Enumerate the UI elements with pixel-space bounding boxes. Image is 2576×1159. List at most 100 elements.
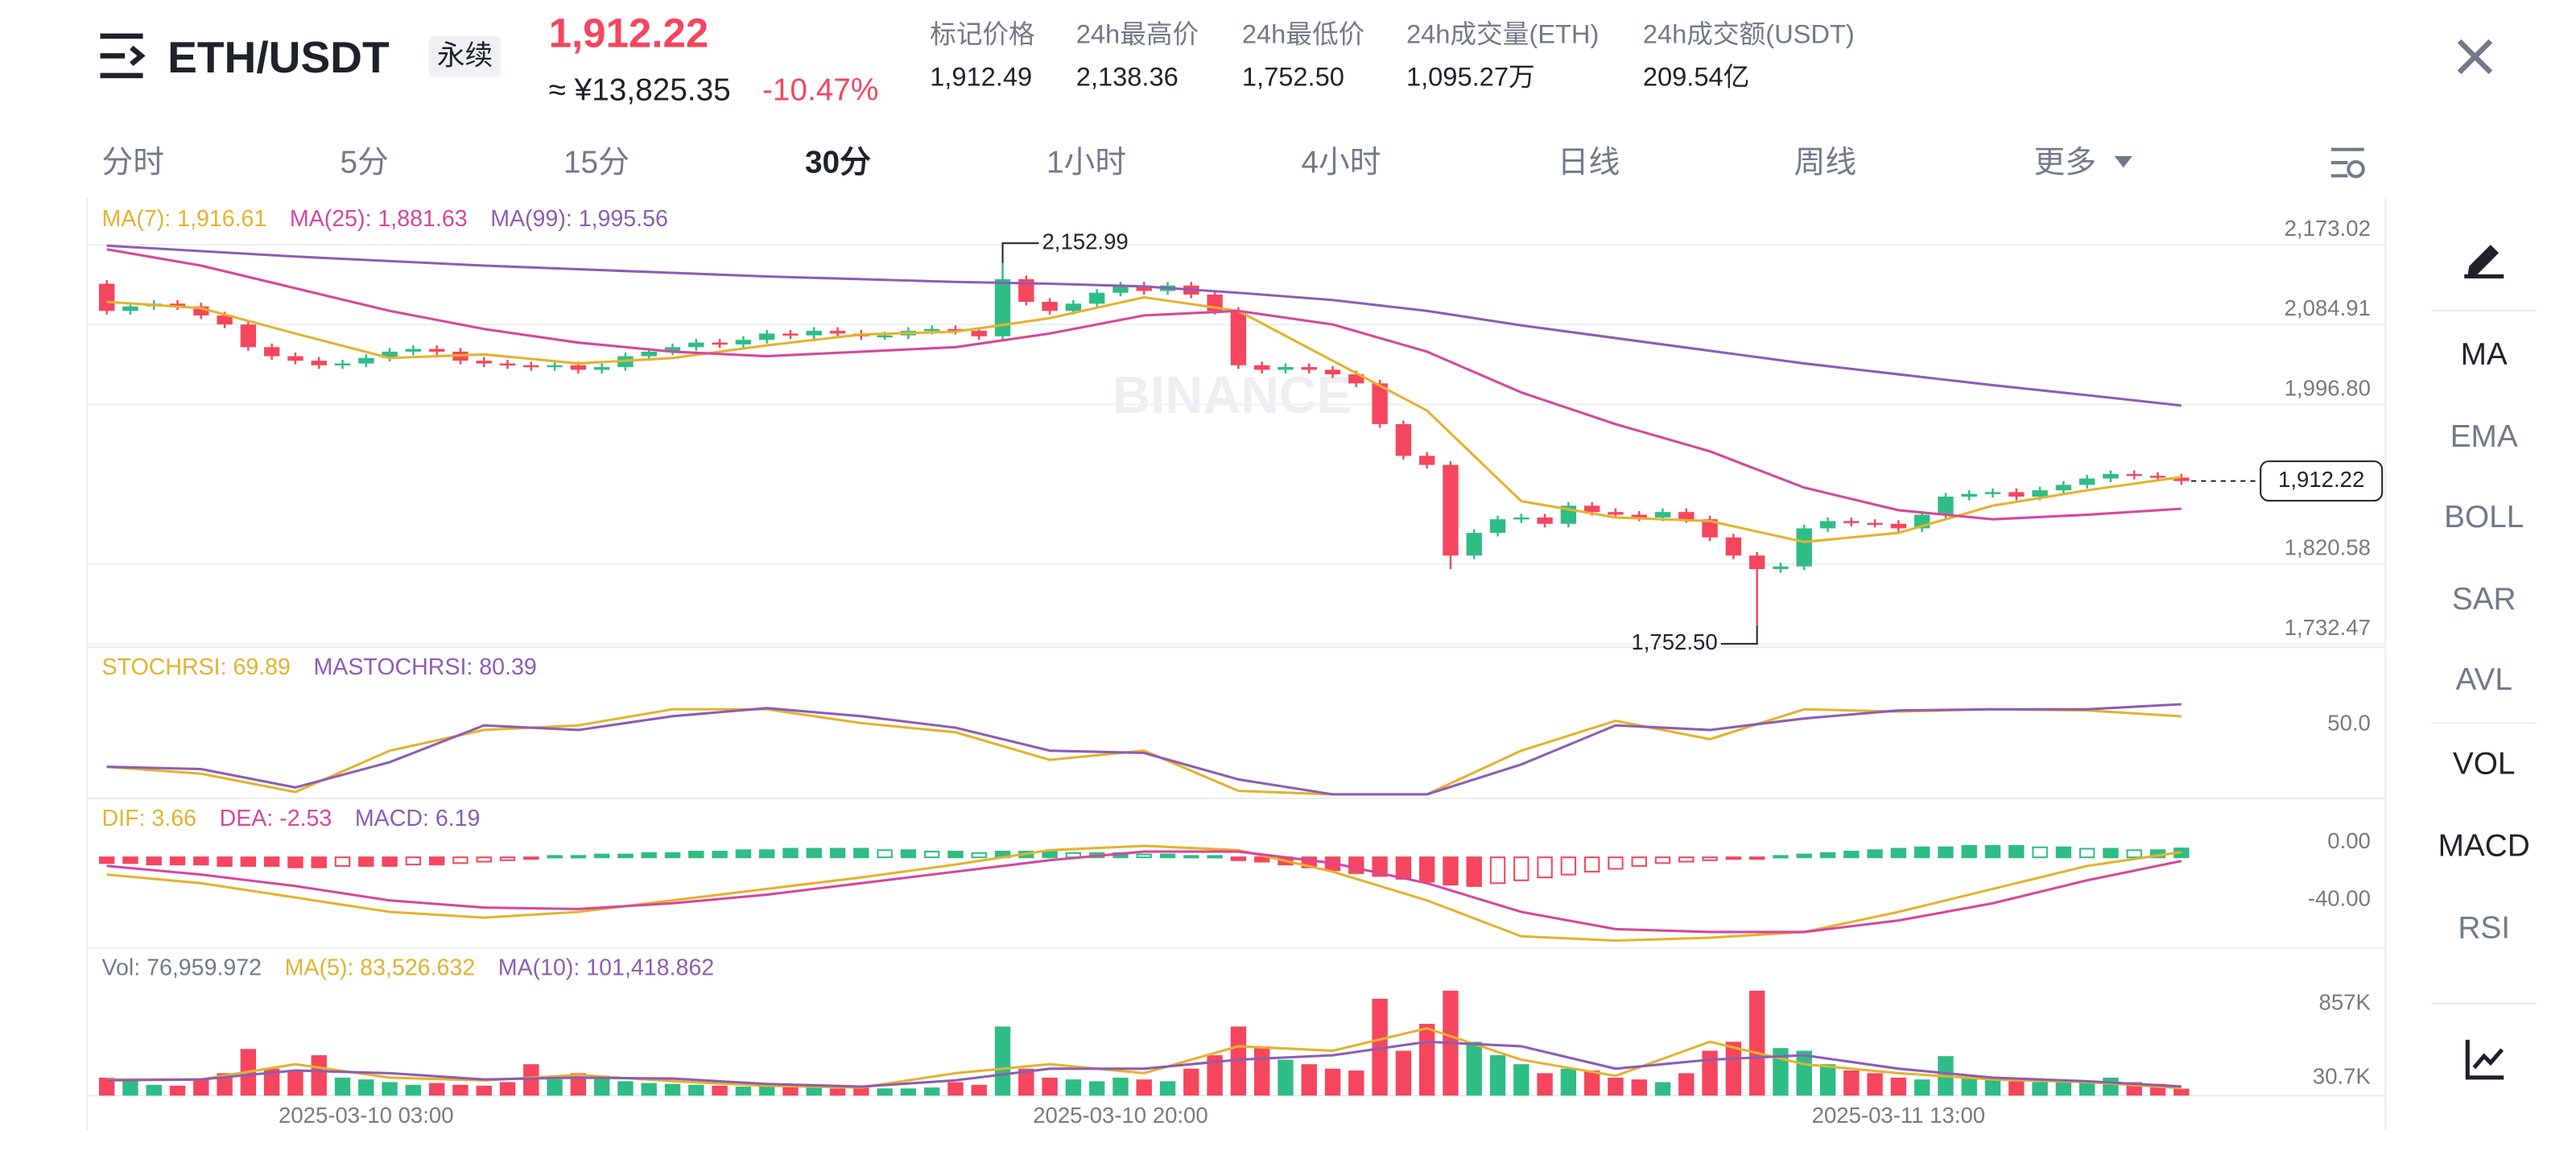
- interval-tab[interactable]: 分时: [102, 145, 165, 179]
- interval-tab[interactable]: 15分: [564, 145, 630, 179]
- macd-bar: [1230, 856, 1247, 861]
- chart-icon[interactable]: [2465, 1039, 2504, 1080]
- volume-bar: [1867, 1073, 1883, 1096]
- more-arrow[interactable]: [2114, 155, 2132, 168]
- volume-bar: [1136, 1079, 1152, 1096]
- interval-tab[interactable]: 日线: [1558, 145, 1620, 179]
- macd-bar: [193, 856, 209, 866]
- candle-body: [1324, 369, 1341, 375]
- indicator-button[interactable]: RSI: [2458, 910, 2510, 945]
- volume-bar: [1537, 1073, 1553, 1096]
- indicator-button[interactable]: MACD: [2438, 828, 2530, 863]
- volume-bar: [664, 1083, 681, 1096]
- macd-bar: [382, 856, 398, 867]
- indicator-button[interactable]: VOL: [2453, 746, 2516, 781]
- macd-bar: [2103, 848, 2119, 859]
- stat-label: 标记价格: [930, 19, 1035, 49]
- y-tick-label: 30.7K: [2313, 1064, 2372, 1089]
- volume-bar: [1466, 1041, 1482, 1096]
- volume-bar: [947, 1082, 964, 1096]
- volume-bar: [476, 1085, 492, 1096]
- y-tick-label: 2,084.91: [2285, 295, 2371, 320]
- candle-body: [287, 356, 303, 361]
- macd-bar: [900, 849, 917, 859]
- volume-bar: [1513, 1064, 1530, 1096]
- close-icon[interactable]: [2457, 39, 2493, 75]
- candle-body: [428, 349, 445, 352]
- macd-bar: [287, 856, 303, 868]
- candle-body: [499, 363, 516, 366]
- indicator-button[interactable]: MA: [2461, 337, 2508, 372]
- stat-label: 24h最低价: [1242, 19, 1364, 49]
- pencil-icon[interactable]: [2464, 245, 2504, 278]
- macd-bar: [1395, 856, 1412, 880]
- symbol[interactable]: ETH/USDT: [167, 32, 390, 82]
- volume-bar: [1230, 1026, 1247, 1096]
- interval-tab[interactable]: 4小时: [1301, 145, 1381, 179]
- macd-bar: [334, 856, 351, 867]
- volume-bar: [1395, 1050, 1412, 1096]
- settings-icon[interactable]: [2330, 147, 2365, 179]
- volume-bar: [263, 1068, 280, 1096]
- macd-bar: [452, 856, 469, 864]
- candle-body: [1631, 514, 1647, 518]
- macd-bar: [263, 856, 280, 867]
- candle-body: [2126, 473, 2142, 476]
- volume-bar: [193, 1079, 209, 1096]
- candle-body: [547, 365, 563, 368]
- candle-body: [1537, 517, 1553, 524]
- volume-bar: [1678, 1073, 1695, 1096]
- macd-bar: [1207, 855, 1223, 859]
- interval-tab[interactable]: 周线: [1794, 145, 1857, 179]
- candle-body: [1418, 456, 1435, 465]
- volume-bar: [358, 1079, 374, 1096]
- candle-body: [1961, 493, 1977, 497]
- indicator-button[interactable]: AVL: [2456, 662, 2512, 697]
- indicator-line: [106, 850, 2182, 934]
- y-tick-label: 1,820.58: [2285, 535, 2371, 560]
- macd-bar: [1513, 856, 1530, 881]
- y-tick-label: -40.00: [2308, 885, 2371, 910]
- interval-tab[interactable]: 30分: [805, 145, 871, 179]
- volume-bar: [1088, 1081, 1105, 1096]
- indicator-button[interactable]: SAR: [2452, 582, 2516, 617]
- macd-bar: [1466, 856, 1482, 887]
- macd-bar: [2032, 846, 2048, 859]
- volume-bar: [688, 1084, 704, 1096]
- candle-body: [1890, 523, 1907, 529]
- volume-bar: [2008, 1081, 2025, 1096]
- macd-bar: [617, 853, 634, 859]
- macd-bar: [98, 856, 115, 864]
- volume-bar: [712, 1085, 728, 1096]
- legend-entry: MA(10): 101,418.862: [498, 955, 714, 981]
- volume-bar: [1042, 1077, 1058, 1096]
- interval-tab[interactable]: 1小时: [1046, 145, 1126, 179]
- indicator-button[interactable]: BOLL: [2444, 500, 2524, 534]
- indicator-button[interactable]: EMA: [2450, 419, 2518, 454]
- volume-bar: [146, 1084, 162, 1096]
- candle-body: [1867, 522, 1883, 526]
- macd-bar: [2079, 848, 2095, 859]
- candle-body: [1395, 423, 1412, 456]
- volume-bar: [1183, 1068, 1199, 1096]
- macd-bar: [1418, 856, 1435, 883]
- menu-icon[interactable]: [100, 33, 146, 79]
- macd-bar: [1890, 848, 1907, 859]
- legend-entry: MA(25): 1,881.63: [290, 206, 468, 232]
- watermark: BINANCE: [1113, 365, 1352, 424]
- candle-body: [1748, 555, 1765, 570]
- macd-bar: [1348, 856, 1364, 874]
- indicator-line: [106, 244, 2182, 407]
- annotation-leader: [1001, 242, 1039, 263]
- interval-tab[interactable]: 更多: [2034, 145, 2097, 179]
- candle-body: [2149, 476, 2166, 478]
- macd-bar: [947, 851, 964, 859]
- candle-body: [1443, 464, 1459, 556]
- macd-bar: [1725, 856, 1742, 860]
- indicator-line: [106, 844, 2182, 942]
- legend-entry: MACD: 6.19: [355, 806, 481, 831]
- interval-tab[interactable]: 5分: [340, 145, 388, 179]
- candle-body: [806, 331, 822, 336]
- candle-body: [2079, 478, 2095, 485]
- indicator-line: [106, 248, 2182, 521]
